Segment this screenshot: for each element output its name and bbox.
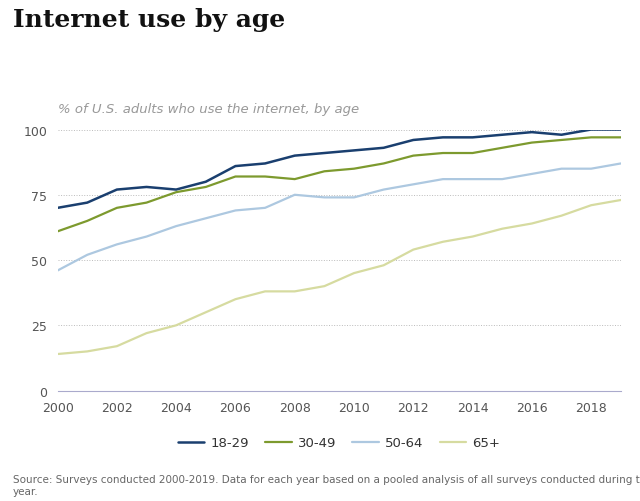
Legend: 18-29, 30-49, 50-64, 65+: 18-29, 30-49, 50-64, 65+ <box>173 431 506 455</box>
Text: % of U.S. adults who use the internet, by age: % of U.S. adults who use the internet, b… <box>58 103 359 116</box>
Text: Source: Surveys conducted 2000-2019. Data for each year based on a pooled analys: Source: Surveys conducted 2000-2019. Dat… <box>13 474 640 496</box>
Text: Internet use by age: Internet use by age <box>13 8 285 32</box>
